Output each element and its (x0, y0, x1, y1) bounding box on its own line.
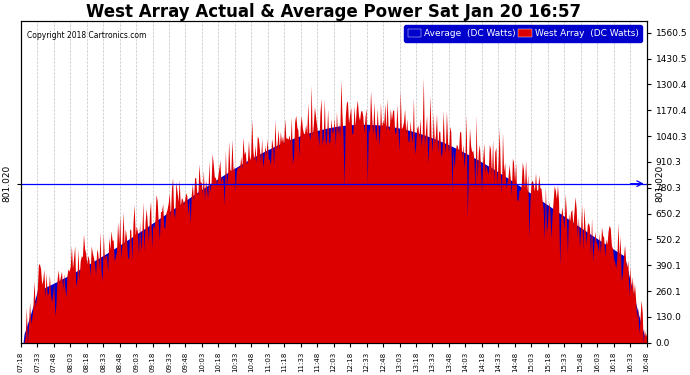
Text: Copyright 2018 Cartronics.com: Copyright 2018 Cartronics.com (27, 31, 146, 40)
Title: West Array Actual & Average Power Sat Jan 20 16:57: West Array Actual & Average Power Sat Ja… (86, 3, 581, 21)
Legend: Average  (DC Watts), West Array  (DC Watts): Average (DC Watts), West Array (DC Watts… (404, 26, 642, 42)
